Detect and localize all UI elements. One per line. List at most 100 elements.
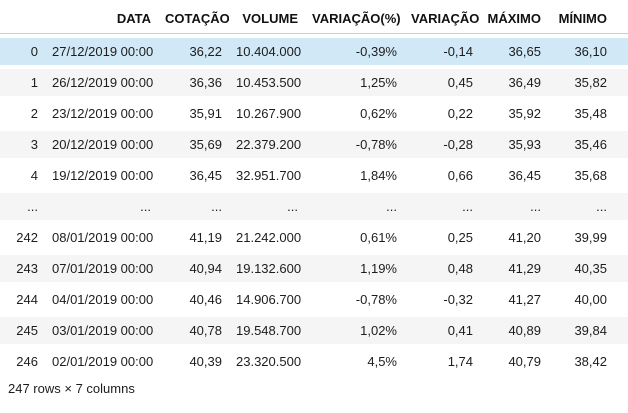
table-body: 0 27/12/2019 00:00 36,22 10.404.000 -0,39% -0… xyxy=(0,38,628,375)
table-cell: 08/01/2019 00:00 xyxy=(52,230,154,245)
table-cell: 40,94 xyxy=(189,261,222,276)
table-cell: ... xyxy=(530,199,541,214)
table-cell: 1,02% xyxy=(360,323,397,338)
table-shape-summary: 247 rows × 7 columns xyxy=(8,381,135,396)
table-cell: 21.242.000 xyxy=(236,230,302,245)
table-row: ........................ xyxy=(0,193,628,220)
table-cell: 0,48 xyxy=(447,261,473,276)
table-cell: 0,62% xyxy=(360,106,397,121)
table-cell: 0,61% xyxy=(360,230,397,245)
table-cell: 36,10 xyxy=(574,44,607,59)
table-header: DATA COTAÇÃO VOLUME VARIAÇÃO(%) VARIAÇÃO MÁXI… xyxy=(0,4,628,34)
index-cell: 1 xyxy=(30,75,38,90)
table-cell: 35,68 xyxy=(574,168,607,183)
table-cell: 14.906.700 xyxy=(236,292,302,307)
table-cell: 19.548.700 xyxy=(236,323,302,338)
table-row: 244 04/01/2019 00:00 40,46 14.906.700 -0,78%… xyxy=(0,286,628,313)
index-cell: 2 xyxy=(30,106,38,121)
table-cell: -0,14 xyxy=(443,44,473,59)
table-cell: 40,35 xyxy=(574,261,607,276)
table-row: 3 20/12/2019 00:00 35,69 22.379.200 -0,78% -0… xyxy=(0,131,628,158)
column-header: COTAÇÃO xyxy=(158,4,229,34)
table-cell: 38,42 xyxy=(574,354,607,369)
table-row: 243 07/01/2019 00:00 40,94 19.132.600 1,19% 0… xyxy=(0,255,628,282)
table-cell: 35,69 xyxy=(189,137,222,152)
index-cell: ... xyxy=(27,199,38,214)
table-cell: 22.379.200 xyxy=(236,137,302,152)
table-row: 1 26/12/2019 00:00 36,36 10.453.500 1,25% 0,4… xyxy=(0,69,628,96)
table-cell: 1,19% xyxy=(360,261,397,276)
index-cell: 4 xyxy=(30,168,38,183)
table-row: 2 23/12/2019 00:00 35,91 10.267.900 0,62% 0,2… xyxy=(0,100,628,127)
table-cell: 40,79 xyxy=(508,354,541,369)
table-cell: 0,41 xyxy=(447,323,473,338)
table-row: 4 19/12/2019 00:00 36,45 32.951.700 1,84% 0,6… xyxy=(0,162,628,189)
table-cell: ... xyxy=(287,199,298,214)
table-cell: 27/12/2019 00:00 xyxy=(52,44,154,59)
table-cell: 35,82 xyxy=(574,75,607,90)
table-row: 0 27/12/2019 00:00 36,22 10.404.000 -0,39% -0… xyxy=(0,38,628,65)
table-cell: -0,32 xyxy=(443,292,473,307)
table-cell: 10.267.900 xyxy=(236,106,302,121)
table-cell: 32.951.700 xyxy=(236,168,302,183)
column-header: MÍNIMO xyxy=(548,4,628,34)
table-cell: ... xyxy=(211,199,222,214)
table-cell: ... xyxy=(386,199,397,214)
index-cell: 243 xyxy=(16,261,38,276)
table-cell: ... xyxy=(596,199,607,214)
table-cell: 36,36 xyxy=(189,75,222,90)
table-cell: 41,27 xyxy=(508,292,541,307)
table-cell: 23/12/2019 00:00 xyxy=(52,106,154,121)
table-cell: 0,66 xyxy=(447,168,473,183)
table-cell: 0,25 xyxy=(447,230,473,245)
table-cell: 1,84% xyxy=(360,168,397,183)
index-column-header xyxy=(0,4,45,34)
column-header: DATA xyxy=(45,4,158,34)
table-cell: 07/01/2019 00:00 xyxy=(52,261,154,276)
table-cell: 40,89 xyxy=(508,323,541,338)
table-cell: 04/01/2019 00:00 xyxy=(52,292,154,307)
table-cell: -0,78% xyxy=(355,292,397,307)
table-cell: 40,46 xyxy=(189,292,222,307)
table-row: 246 02/01/2019 00:00 40,39 23.320.500 4,5% 1,… xyxy=(0,348,628,375)
table-cell: 35,92 xyxy=(508,106,541,121)
table-cell: -0,39% xyxy=(355,44,397,59)
table-cell: 20/12/2019 00:00 xyxy=(52,137,154,152)
table-cell: 41,29 xyxy=(508,261,541,276)
table-cell: 39,99 xyxy=(574,230,607,245)
table-row: 245 03/01/2019 00:00 40,78 19.548.700 1,02% 0… xyxy=(0,317,628,344)
table-cell: 23.320.500 xyxy=(236,354,302,369)
table-cell: 1,74 xyxy=(447,354,473,369)
table-cell: 40,39 xyxy=(189,354,222,369)
table-cell: 35,46 xyxy=(574,137,607,152)
table-cell: ... xyxy=(462,199,473,214)
table-header-row: DATA COTAÇÃO VOLUME VARIAÇÃO(%) VARIAÇÃO MÁXI… xyxy=(0,4,628,34)
table-cell: 35,91 xyxy=(189,106,222,121)
table-cell: 36,45 xyxy=(508,168,541,183)
index-cell: 244 xyxy=(16,292,38,307)
index-cell: 246 xyxy=(16,354,38,369)
table-cell: 0,22 xyxy=(447,106,473,121)
table-cell: 40,00 xyxy=(574,292,607,307)
table-row: 242 08/01/2019 00:00 41,19 21.242.000 0,61% 0… xyxy=(0,224,628,251)
table-cell: 10.404.000 xyxy=(236,44,302,59)
table-cell: 19.132.600 xyxy=(236,261,302,276)
table-cell: 1,25% xyxy=(360,75,397,90)
table-cell: 36,49 xyxy=(508,75,541,90)
table-cell: 26/12/2019 00:00 xyxy=(52,75,154,90)
column-header: VARIAÇÃO xyxy=(404,4,480,34)
table-cell: 36,65 xyxy=(508,44,541,59)
table-cell: 0,45 xyxy=(447,75,473,90)
table-cell: 36,22 xyxy=(189,44,222,59)
index-cell: 3 xyxy=(30,137,38,152)
table-cell: 19/12/2019 00:00 xyxy=(52,168,154,183)
index-cell: 0 xyxy=(30,44,38,59)
table-cell: 03/01/2019 00:00 xyxy=(52,323,154,338)
table-cell: 02/01/2019 00:00 xyxy=(52,354,154,369)
table-cell: 40,78 xyxy=(189,323,222,338)
index-cell: 242 xyxy=(16,230,38,245)
table-cell: 36,45 xyxy=(189,168,222,183)
table-cell: 4,5% xyxy=(367,354,397,369)
table-cell: ... xyxy=(140,199,151,214)
column-header: VOLUME xyxy=(229,4,305,34)
